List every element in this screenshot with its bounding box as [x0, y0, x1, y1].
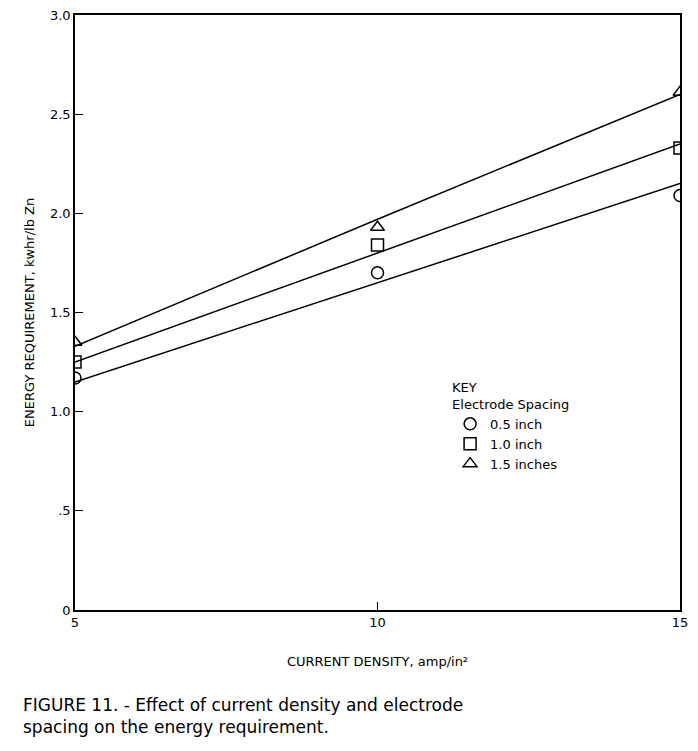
svg-text:10: 10	[369, 615, 386, 630]
svg-text:5: 5	[71, 615, 79, 630]
svg-text:2.5: 2.5	[50, 107, 71, 122]
svg-text:2.0: 2.0	[50, 206, 71, 221]
svg-text:1.5: 1.5	[50, 305, 71, 320]
svg-text:15: 15	[672, 615, 689, 630]
svg-text:FIGURE 11. - Effect of current: FIGURE 11. - Effect of current density a…	[23, 695, 463, 737]
svg-text:1.0: 1.0	[50, 404, 71, 419]
svg-text:.5: .5	[58, 503, 70, 518]
svg-text:KEYElectrode Spacing: KEYElectrode Spacing	[452, 380, 569, 412]
svg-text:1.5 inches: 1.5 inches	[490, 457, 557, 472]
svg-text:0.5 inch: 0.5 inch	[490, 417, 542, 432]
svg-text:0: 0	[62, 603, 70, 618]
svg-text:3.0: 3.0	[50, 8, 71, 23]
svg-text:1.0 inch: 1.0 inch	[490, 437, 542, 452]
svg-text:ENERGY REQUIREMENT, kwhr/lb Zn: ENERGY REQUIREMENT, kwhr/lb Zn	[22, 198, 37, 427]
svg-text:CURRENT DENSITY, amp/in²: CURRENT DENSITY, amp/in²	[287, 654, 468, 669]
